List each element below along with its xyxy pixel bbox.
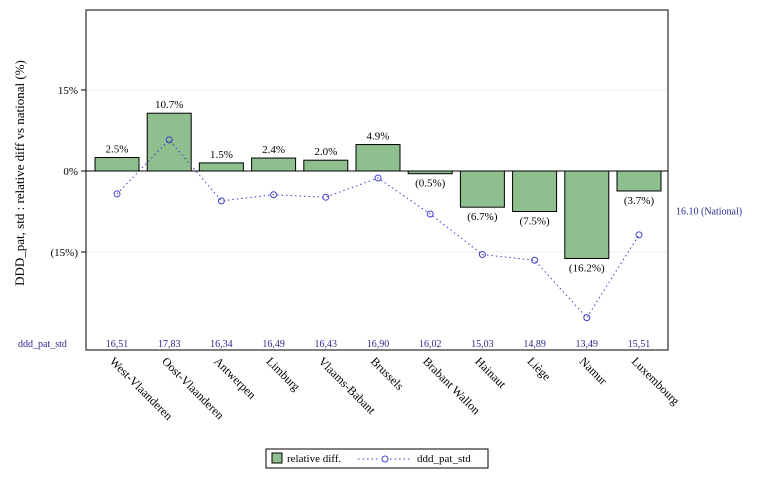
- legend-swatch-relative-diff: [271, 452, 283, 464]
- ddd-value: 16,90: [367, 339, 390, 350]
- ddd-series-line: [116, 139, 640, 319]
- ddd-point: [322, 193, 330, 201]
- y-tick-label: 15%: [58, 85, 78, 97]
- ddd-point: [583, 314, 591, 322]
- ddd-point: [217, 197, 225, 205]
- category-label: Brussels: [368, 354, 407, 393]
- bars-layer: [94, 112, 662, 259]
- plot-frame: [85, 9, 669, 351]
- category-label: Hainaut: [472, 354, 509, 391]
- bar: [616, 170, 662, 192]
- bar-value-label: (3.7%): [624, 195, 655, 207]
- bar: [459, 170, 505, 208]
- legend-swatch-ddd-marker: [381, 455, 389, 463]
- bar: [198, 162, 244, 172]
- ddd-point: [374, 174, 382, 182]
- bar-value-label: 10.7%: [155, 99, 183, 111]
- bar-value-label: 2.4%: [262, 144, 285, 156]
- bar-value-label: 2.5%: [106, 144, 129, 156]
- ddd-value: 16,34: [210, 339, 233, 350]
- bar: [146, 112, 192, 172]
- category-label: Namur: [577, 354, 610, 387]
- y-tick-label: (15%): [51, 247, 79, 259]
- bar: [94, 157, 140, 172]
- ddd-point: [426, 210, 434, 218]
- ddd-value: 13,49: [576, 339, 599, 350]
- bar-value-label: (6.7%): [467, 211, 498, 223]
- ddd-point: [531, 256, 539, 264]
- ddd-value: 15,51: [628, 339, 651, 350]
- y-axis-ticks: 15% 0% (15%): [51, 85, 86, 259]
- ddd-point: [635, 231, 643, 239]
- bar: [303, 159, 349, 172]
- bar-value-label: 4.9%: [367, 131, 390, 143]
- bar-value-label: (7.5%): [519, 216, 550, 228]
- bar: [512, 170, 558, 212]
- ddd-point: [113, 190, 121, 198]
- y-axis-label: DDD_pat, std : relative diff vs national…: [12, 60, 27, 286]
- ddd-row-label: ddd_pat_std: [18, 339, 67, 350]
- bar-value-label: (16.2%): [569, 262, 605, 274]
- line-layer: [113, 136, 643, 322]
- bar-value-label: (0.5%): [415, 178, 446, 190]
- bar-labels: 2.5% 10.7% 1.5% 2.4% 2.0% 4.9% (0.5%) (6.7%) (7.…: [106, 99, 655, 274]
- ddd-value: 15,03: [471, 339, 494, 350]
- bar: [564, 170, 610, 259]
- legend-label-ddd-pat-std: ddd_pat_std: [417, 453, 471, 465]
- ddd-value: 17,83: [158, 339, 181, 350]
- category-label: Limburg: [263, 354, 302, 393]
- y-tick-label: 0%: [63, 166, 78, 178]
- ddd-value: 16,02: [419, 339, 442, 350]
- legend: relative diff. ddd_pat_std: [265, 448, 489, 469]
- bar-value-label: 1.5%: [210, 149, 233, 161]
- ddd-value: 16,51: [106, 339, 129, 350]
- ddd-value-row: ddd_pat_std 16,51 17,83 16,34 16,49 16,43 16,…: [18, 339, 650, 350]
- national-label: 16.10 (National): [676, 207, 742, 218]
- ddd-value: 16,43: [315, 339, 338, 350]
- bar: [251, 157, 297, 172]
- ddd-value: 16,49: [262, 339, 285, 350]
- bar: [355, 144, 401, 172]
- category-label: Liège: [524, 354, 553, 383]
- ddd-point: [478, 251, 486, 259]
- legend-label-relative-diff: relative diff.: [287, 453, 341, 465]
- ddd-value: 14,89: [523, 339, 546, 350]
- category-label: Luxembourg: [629, 354, 683, 408]
- ddd-point: [165, 136, 173, 144]
- category-label: Antwerpen: [211, 354, 259, 402]
- ddd-point: [270, 191, 278, 199]
- bar-value-label: 2.0%: [314, 146, 337, 158]
